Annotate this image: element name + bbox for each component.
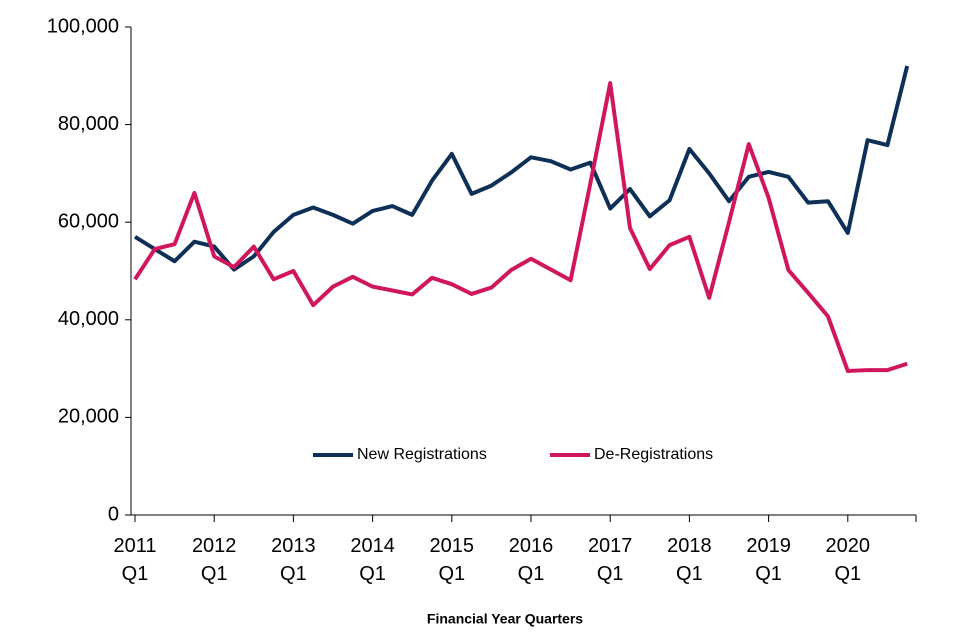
y-tick-label: 0 <box>108 503 119 525</box>
y-tick-label: 40,000 <box>58 308 119 330</box>
y-tick-label: 60,000 <box>58 210 119 232</box>
y-tick-label: 80,000 <box>58 113 119 135</box>
x-tick-label: 2019 Q1 <box>746 535 791 585</box>
legend-label: De-Registrations <box>594 446 713 463</box>
y-tick-label: 20,000 <box>58 406 119 428</box>
legend-label: New Registrations <box>357 446 487 463</box>
x-tick-label: 2013 Q1 <box>271 535 316 585</box>
x-tick-label: 2012 Q1 <box>192 535 237 585</box>
x-tick-label: 2015 Q1 <box>430 535 475 585</box>
x-tick-label: 2014 Q1 <box>350 535 395 585</box>
x-tick-label: 2017 Q1 <box>588 535 633 585</box>
y-tick-label: 100,000 <box>47 15 119 37</box>
x-axis-title: Financial Year Quarters <box>427 611 583 627</box>
line <box>133 65 910 272</box>
x-tick-label: 2020 Q1 <box>826 535 871 585</box>
line <box>133 81 908 374</box>
x-tick-label: 2011 Q1 <box>113 535 156 585</box>
x-tick-label: 2016 Q1 <box>509 535 554 585</box>
x-tick-label: 2018 Q1 <box>667 535 712 585</box>
